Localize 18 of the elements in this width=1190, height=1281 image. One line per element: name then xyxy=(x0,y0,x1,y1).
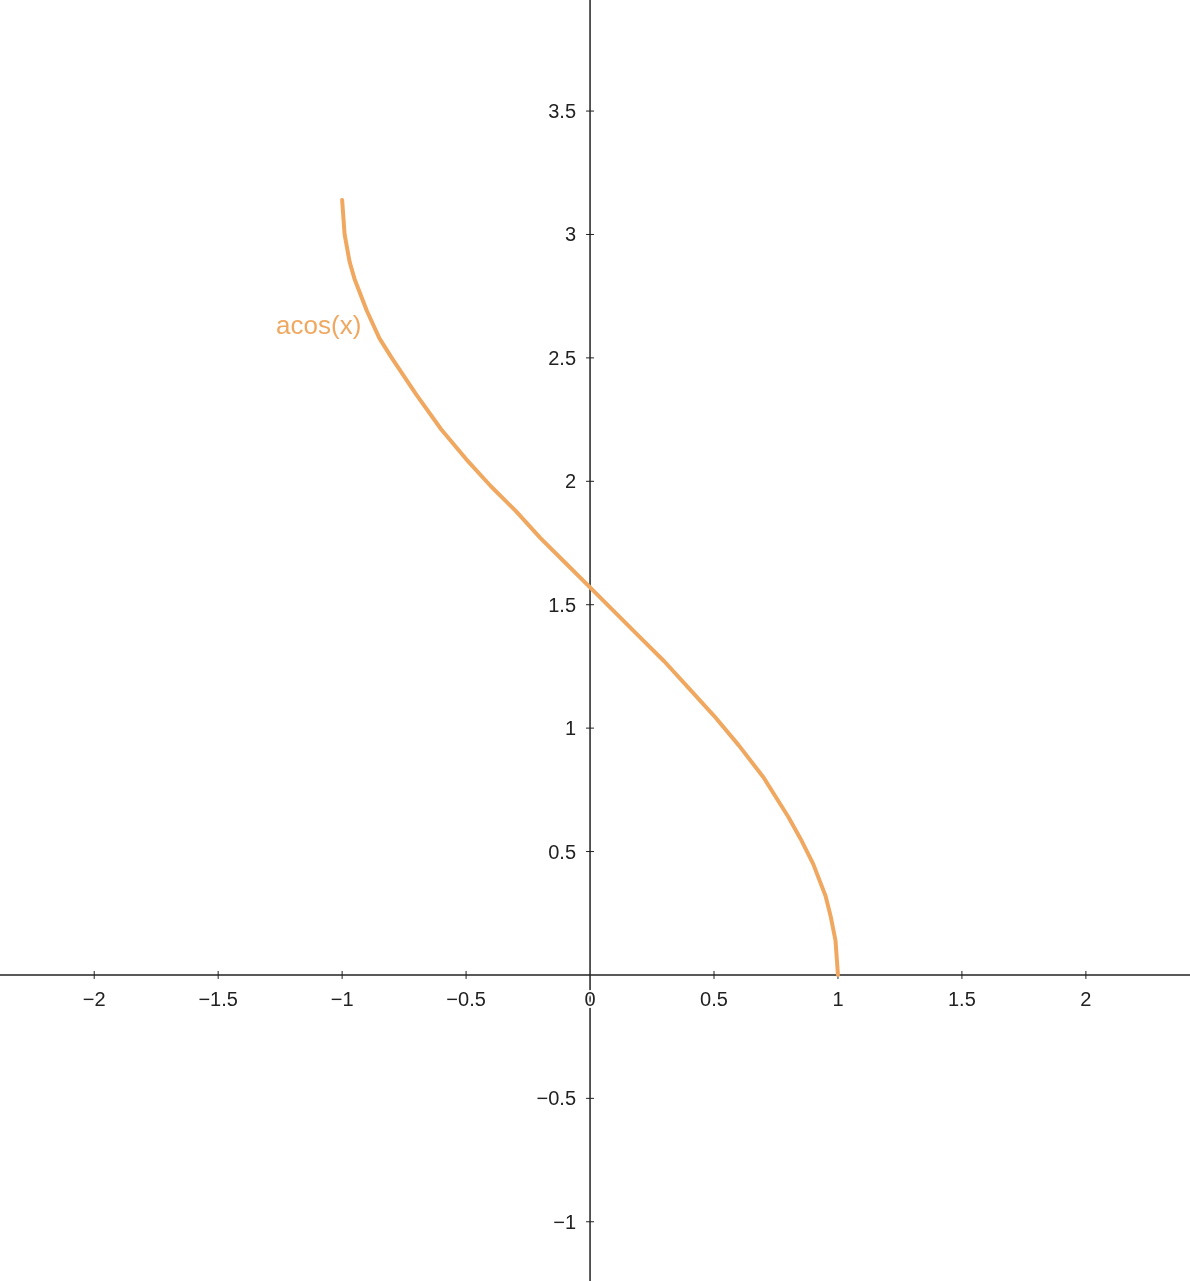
x-tick-label: −0.5 xyxy=(446,987,486,1010)
x-tick-label: −1.5 xyxy=(198,987,238,1010)
y-tick-label: 3.5 xyxy=(548,100,577,123)
y-tick-label: −1 xyxy=(553,1210,577,1233)
x-tick-label: −1 xyxy=(330,987,354,1010)
y-tick-label: 2 xyxy=(564,470,577,493)
y-tick-label: 1 xyxy=(564,717,577,740)
y-tick-label: 1.5 xyxy=(548,593,577,616)
series-label: acos(x) xyxy=(276,310,362,341)
y-tick-label: 3 xyxy=(564,223,577,246)
y-tick-label: 2.5 xyxy=(548,346,577,369)
x-tick-label: 0.5 xyxy=(700,987,728,1010)
x-tick-label: 1 xyxy=(832,987,844,1010)
x-tick-label: 1.5 xyxy=(948,987,976,1010)
y-tick-label: 0.5 xyxy=(548,840,577,863)
x-tick-label: 2 xyxy=(1080,987,1092,1010)
x-tick-label: −2 xyxy=(82,987,106,1010)
y-tick-label: −0.5 xyxy=(536,1087,577,1110)
